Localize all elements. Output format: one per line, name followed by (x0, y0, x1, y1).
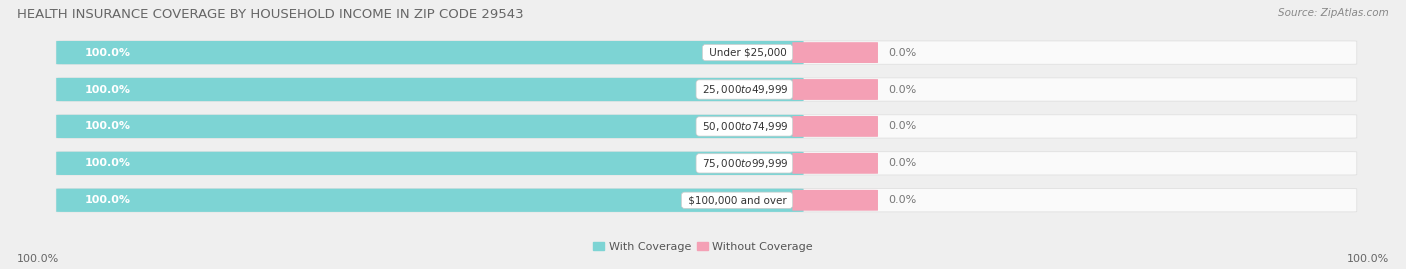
Text: 100.0%: 100.0% (84, 48, 131, 58)
FancyBboxPatch shape (56, 78, 804, 101)
Text: $25,000 to $49,999: $25,000 to $49,999 (699, 83, 790, 96)
Text: 100.0%: 100.0% (1347, 254, 1389, 264)
Text: Source: ZipAtlas.com: Source: ZipAtlas.com (1278, 8, 1389, 18)
FancyBboxPatch shape (56, 152, 1357, 175)
Text: $75,000 to $99,999: $75,000 to $99,999 (699, 157, 790, 170)
Text: $100,000 and over: $100,000 and over (685, 195, 790, 205)
FancyBboxPatch shape (793, 79, 877, 100)
Text: 100.0%: 100.0% (84, 195, 131, 205)
FancyBboxPatch shape (793, 116, 877, 137)
Text: 100.0%: 100.0% (84, 121, 131, 132)
Text: Under $25,000: Under $25,000 (706, 48, 790, 58)
FancyBboxPatch shape (793, 153, 877, 174)
FancyBboxPatch shape (56, 115, 804, 138)
FancyBboxPatch shape (56, 189, 804, 212)
Text: 100.0%: 100.0% (84, 84, 131, 94)
FancyBboxPatch shape (56, 41, 804, 64)
FancyBboxPatch shape (56, 189, 1357, 212)
Legend: With Coverage, Without Coverage: With Coverage, Without Coverage (589, 238, 817, 256)
Text: 0.0%: 0.0% (887, 48, 917, 58)
FancyBboxPatch shape (56, 41, 1357, 64)
FancyBboxPatch shape (56, 115, 1357, 138)
FancyBboxPatch shape (793, 190, 877, 211)
Text: 0.0%: 0.0% (887, 158, 917, 168)
Text: $50,000 to $74,999: $50,000 to $74,999 (699, 120, 790, 133)
Text: 0.0%: 0.0% (887, 84, 917, 94)
FancyBboxPatch shape (793, 42, 877, 63)
Text: HEALTH INSURANCE COVERAGE BY HOUSEHOLD INCOME IN ZIP CODE 29543: HEALTH INSURANCE COVERAGE BY HOUSEHOLD I… (17, 8, 523, 21)
Text: 100.0%: 100.0% (84, 158, 131, 168)
Text: 0.0%: 0.0% (887, 195, 917, 205)
FancyBboxPatch shape (56, 78, 1357, 101)
FancyBboxPatch shape (56, 152, 804, 175)
Text: 0.0%: 0.0% (887, 121, 917, 132)
Text: 100.0%: 100.0% (17, 254, 59, 264)
